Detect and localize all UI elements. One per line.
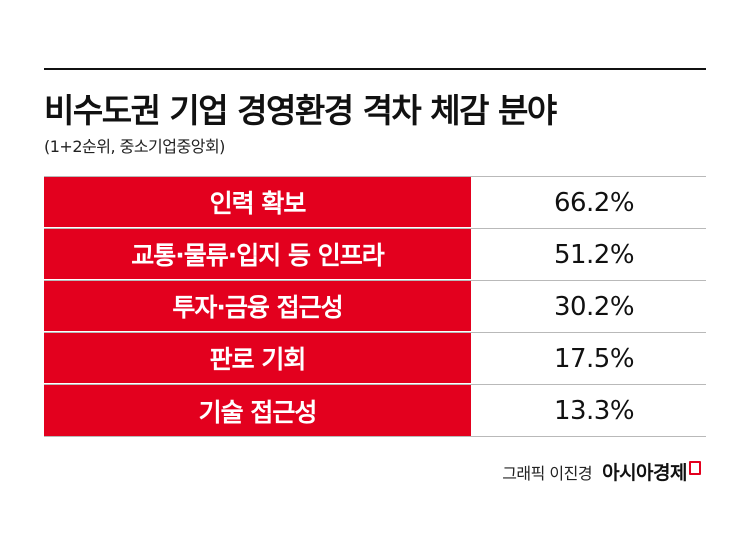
row-gap bbox=[471, 385, 482, 436]
chart-subtitle: (1+2순위, 중소기업중앙회) bbox=[44, 137, 225, 156]
row-value: 13.3% bbox=[553, 395, 635, 426]
chart-title: 비수도권 기업 경영환경 격차 체감 분야 bbox=[44, 91, 557, 130]
brand-logo: 아시아경제 bbox=[602, 458, 701, 485]
graphic-credit: 그래픽 이진경 bbox=[502, 463, 593, 483]
row-gap bbox=[471, 281, 482, 332]
row-value: 51.2% bbox=[553, 239, 635, 270]
brand-name: 아시아경제 bbox=[602, 462, 687, 484]
row-value: 17.5% bbox=[553, 343, 635, 374]
row-label: 기술 접근성 bbox=[44, 385, 471, 436]
row-gap bbox=[471, 333, 482, 384]
table-row: 교통·물류·입지 등 인프라 51.2% bbox=[44, 229, 706, 281]
row-label: 판로 기회 bbox=[44, 333, 471, 384]
row-value: 66.2% bbox=[553, 187, 635, 218]
brand-mark-icon bbox=[689, 461, 701, 475]
footer: 그래픽 이진경 아시아경제 bbox=[502, 458, 701, 485]
row-label: 인력 확보 bbox=[44, 177, 471, 228]
table-row: 인력 확보 66.2% bbox=[44, 176, 706, 229]
row-gap bbox=[471, 229, 482, 280]
table-row: 판로 기회 17.5% bbox=[44, 333, 706, 385]
row-value: 30.2% bbox=[553, 291, 635, 322]
row-label: 투자·금융 접근성 bbox=[44, 281, 471, 332]
row-gap bbox=[471, 177, 482, 228]
data-table: 인력 확보 66.2% 교통·물류·입지 등 인프라 51.2% 투자·금융 접근성 30… bbox=[44, 176, 706, 437]
row-label: 교통·물류·입지 등 인프라 bbox=[44, 229, 471, 280]
top-rule bbox=[44, 68, 706, 70]
table-row: 투자·금융 접근성 30.2% bbox=[44, 281, 706, 333]
table-row: 기술 접근성 13.3% bbox=[44, 385, 706, 437]
